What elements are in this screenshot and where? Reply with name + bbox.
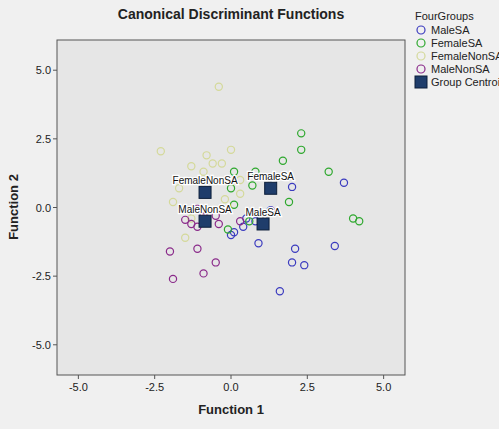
legend-label: MaleNonSA — [431, 63, 490, 75]
point — [169, 275, 176, 282]
point — [292, 245, 299, 252]
point — [237, 176, 244, 183]
legend-marker — [417, 52, 425, 60]
legend-marker — [417, 26, 425, 34]
x-tick — [78, 375, 79, 379]
x-tick-label: -2.5 — [145, 381, 164, 393]
y-tick-label: -5.0 — [32, 339, 51, 351]
point — [200, 168, 207, 175]
y-tick-label: 0.0 — [36, 202, 51, 214]
centroid — [265, 182, 277, 194]
point — [227, 146, 234, 153]
point — [188, 163, 195, 170]
x-tick — [307, 375, 308, 379]
point — [221, 196, 228, 203]
background — [0, 0, 499, 429]
x-tick-label: 5.0 — [376, 381, 391, 393]
point — [288, 183, 295, 190]
centroid — [199, 186, 211, 198]
legend-label: FemaleSA — [431, 37, 483, 49]
y-tick — [53, 344, 57, 345]
x-label: Function 1 — [198, 402, 264, 417]
point — [301, 262, 308, 269]
point — [203, 152, 210, 159]
point — [218, 160, 225, 167]
legend-label: FemaleNonSA — [431, 50, 499, 62]
point — [288, 259, 295, 266]
point — [224, 226, 231, 233]
title: Canonical Discriminant Functions — [118, 6, 345, 22]
centroid-label: FemaleSA — [247, 171, 294, 182]
point — [169, 198, 176, 205]
point — [298, 130, 305, 137]
point — [298, 146, 305, 153]
legend-label: MaleSA — [431, 24, 470, 36]
point — [285, 198, 292, 205]
legend-marker — [417, 65, 425, 73]
y-tick — [53, 138, 57, 139]
point — [157, 148, 164, 155]
legend-title: FourGroups — [415, 10, 474, 22]
point — [340, 179, 347, 186]
y-label: Function 2 — [6, 174, 21, 240]
y-tick — [53, 276, 57, 277]
legend-marker — [415, 76, 427, 88]
y-tick — [53, 70, 57, 71]
y-tick-label: 2.5 — [36, 133, 51, 145]
x-tick — [154, 375, 155, 379]
centroid-label: FemaleNonSA — [173, 175, 238, 186]
x-tick — [231, 375, 232, 379]
y-tick — [53, 207, 57, 208]
x-tick-label: 0.0 — [223, 381, 238, 393]
point — [237, 190, 244, 197]
centroid — [199, 215, 211, 227]
point — [279, 157, 286, 164]
point — [230, 168, 237, 175]
point — [215, 220, 222, 227]
y-tick-label: -2.5 — [32, 270, 51, 282]
y-tick-label: 5.0 — [36, 64, 51, 76]
point — [200, 270, 207, 277]
legend-label: Group Centroid — [431, 76, 499, 88]
point — [209, 160, 216, 167]
centroid-label: MaleSA — [246, 207, 281, 218]
point — [237, 218, 244, 225]
points — [157, 83, 363, 295]
point — [331, 242, 338, 249]
point — [276, 288, 283, 295]
chart: Canonical Discriminant Functions Function… — [0, 0, 499, 429]
point — [255, 240, 262, 247]
point — [246, 218, 253, 225]
centroid — [257, 218, 269, 230]
point — [194, 245, 201, 252]
point — [356, 218, 363, 225]
x-tick-label: 2.5 — [300, 381, 315, 393]
x-tick — [383, 375, 384, 379]
point — [212, 259, 219, 266]
point — [325, 168, 332, 175]
x-tick-label: -5.0 — [69, 381, 88, 393]
point — [188, 220, 195, 227]
legend-marker — [417, 39, 425, 47]
point — [249, 182, 256, 189]
point — [182, 234, 189, 241]
centroid-labels: FemaleNonSA MaleNonSA FemaleSA MaleSA — [173, 171, 295, 218]
point — [166, 248, 173, 255]
centroid-label: MaleNonSA — [178, 204, 232, 215]
point — [215, 83, 222, 90]
plot-area — [57, 40, 405, 375]
